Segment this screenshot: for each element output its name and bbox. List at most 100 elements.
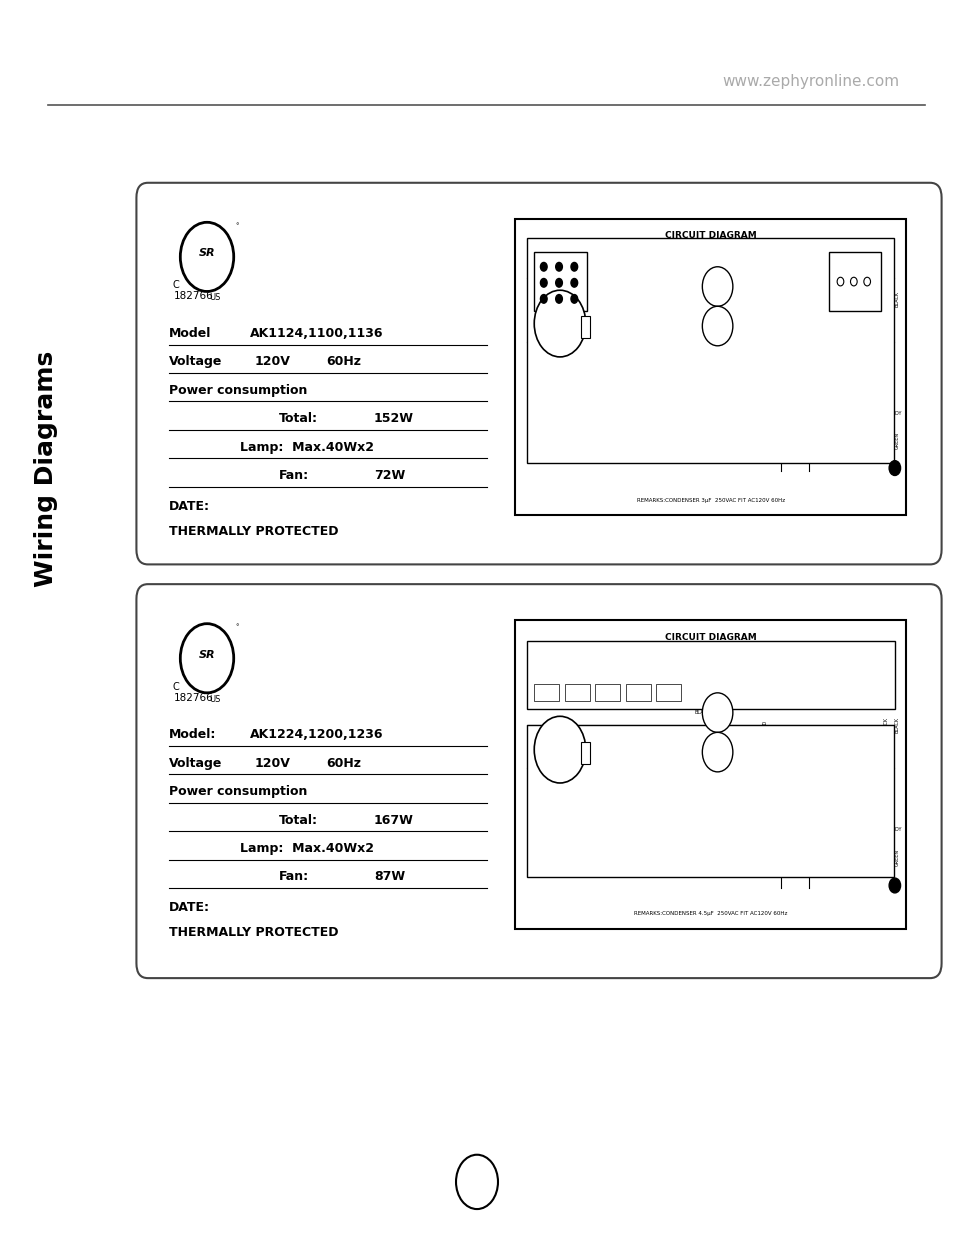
Text: BROWN: BROWN <box>645 685 664 690</box>
Bar <box>534 252 586 311</box>
Circle shape <box>862 277 869 285</box>
Circle shape <box>570 262 578 272</box>
Text: L: L <box>715 324 719 329</box>
Bar <box>526 238 893 463</box>
Circle shape <box>570 278 578 287</box>
Text: WHITE: WHITE <box>531 819 537 836</box>
Text: 60Hz: 60Hz <box>326 356 361 368</box>
Text: BROWN: BROWN <box>542 264 548 284</box>
Circle shape <box>539 262 547 272</box>
Text: BLACK: BLACK <box>852 319 867 324</box>
Text: MOTOR: MOTOR <box>549 321 570 326</box>
Text: 120V: 120V <box>254 757 291 769</box>
Text: Power consumption: Power consumption <box>169 384 307 396</box>
Text: CIRCUIT DIAGRAM: CIRCUIT DIAGRAM <box>664 231 756 241</box>
Text: Model: Model <box>169 327 211 340</box>
Text: WHITE: WHITE <box>677 819 681 836</box>
Text: YELLOW: YELLOW <box>561 375 567 395</box>
Text: WHITE: WHITE <box>531 395 537 412</box>
Circle shape <box>701 693 732 732</box>
Text: 182766: 182766 <box>173 291 213 301</box>
Text: Total:: Total: <box>278 412 317 425</box>
Bar <box>625 684 650 701</box>
Text: Wiring Diagrams: Wiring Diagrams <box>33 351 58 588</box>
Text: BLACK: BLACK <box>882 290 888 308</box>
Text: BLACK: BLACK <box>736 309 740 326</box>
Bar <box>534 684 558 701</box>
FancyBboxPatch shape <box>136 183 941 564</box>
Text: US: US <box>209 293 220 303</box>
Text: 152W: 152W <box>374 412 414 425</box>
Circle shape <box>701 306 732 346</box>
Text: DATE:: DATE: <box>169 902 210 914</box>
Circle shape <box>555 262 562 272</box>
Circle shape <box>837 277 843 285</box>
Text: 18: 18 <box>468 1174 485 1189</box>
Text: BLACK: BLACK <box>893 290 899 308</box>
Bar <box>656 684 680 701</box>
Text: Lamp:  Max.40Wx2: Lamp: Max.40Wx2 <box>240 441 374 453</box>
Text: B/W: B/W <box>657 327 669 332</box>
Text: BLACK: BLACK <box>882 716 888 734</box>
Text: L: L <box>715 284 719 289</box>
Circle shape <box>888 461 900 475</box>
Text: SR: SR <box>198 248 215 258</box>
Text: Power consumption: Power consumption <box>169 785 307 798</box>
Text: AK1224,1200,1236: AK1224,1200,1236 <box>250 729 383 741</box>
Circle shape <box>456 1155 497 1209</box>
Text: Voltage: Voltage <box>169 356 222 368</box>
Bar <box>526 641 894 709</box>
Circle shape <box>555 294 562 303</box>
Text: B/W: B/W <box>870 672 883 678</box>
Text: www.zephyronline.com: www.zephyronline.com <box>721 74 899 89</box>
Circle shape <box>570 294 578 303</box>
Text: WHITE: WHITE <box>699 860 717 864</box>
Text: Lamp:  Max.40Wx2: Lamp: Max.40Wx2 <box>240 842 374 855</box>
Bar <box>564 684 589 701</box>
Text: REMARKS:CONDENSER 4.5μF  250VAC FIT AC120V 60Hz: REMARKS:CONDENSER 4.5μF 250VAC FIT AC120… <box>634 911 786 916</box>
Text: GREEN: GREEN <box>893 848 899 866</box>
Text: L: L <box>715 710 719 715</box>
Text: 120V: 120V <box>254 356 291 368</box>
Text: C: C <box>172 682 179 692</box>
Text: BODY: BODY <box>887 827 901 832</box>
Text: WHITE: WHITE <box>677 395 681 412</box>
Text: L: L <box>715 750 719 755</box>
Text: Fan:: Fan: <box>278 871 309 883</box>
Text: 60Hz: 60Hz <box>326 757 361 769</box>
Text: US: US <box>209 694 220 704</box>
Text: BLACK: BLACK <box>555 266 560 283</box>
Text: 167W: 167W <box>374 814 414 826</box>
Text: 182766: 182766 <box>173 693 213 703</box>
Circle shape <box>539 294 547 303</box>
Text: °: ° <box>235 625 239 630</box>
Bar <box>526 725 893 877</box>
Text: °: ° <box>235 224 239 228</box>
FancyBboxPatch shape <box>136 584 941 978</box>
Text: Total:: Total: <box>278 814 317 826</box>
Text: THERMALLY PROTECTED: THERMALLY PROTECTED <box>169 525 338 537</box>
Text: AK1124,1100,1136: AK1124,1100,1136 <box>250 327 383 340</box>
Bar <box>515 219 905 515</box>
Circle shape <box>888 878 900 893</box>
Text: RED: RED <box>762 720 767 730</box>
Circle shape <box>701 732 732 772</box>
Text: GREEN: GREEN <box>893 432 899 450</box>
Bar <box>580 742 589 764</box>
Bar <box>595 684 619 701</box>
Text: 87W: 87W <box>374 871 405 883</box>
Text: BLACK: BLACK <box>694 710 710 715</box>
Text: Model:: Model: <box>169 729 216 741</box>
Text: Voltage: Voltage <box>169 757 222 769</box>
Text: CIRCUIT DIAGRAM: CIRCUIT DIAGRAM <box>664 632 756 642</box>
Circle shape <box>534 290 585 357</box>
Text: MOTOR: MOTOR <box>549 747 570 752</box>
Text: B/W: B/W <box>673 251 685 256</box>
Text: C: C <box>172 280 179 290</box>
Text: BLACK: BLACK <box>736 732 740 750</box>
Text: Fan:: Fan: <box>278 469 309 482</box>
Text: WHITE: WHITE <box>699 442 717 447</box>
Text: PCB: PCB <box>701 651 719 661</box>
Bar <box>828 252 881 311</box>
Circle shape <box>539 278 547 287</box>
